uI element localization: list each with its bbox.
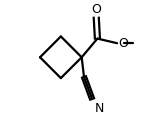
Text: O: O bbox=[91, 3, 101, 16]
Text: N: N bbox=[94, 102, 104, 115]
Text: O: O bbox=[119, 37, 129, 50]
